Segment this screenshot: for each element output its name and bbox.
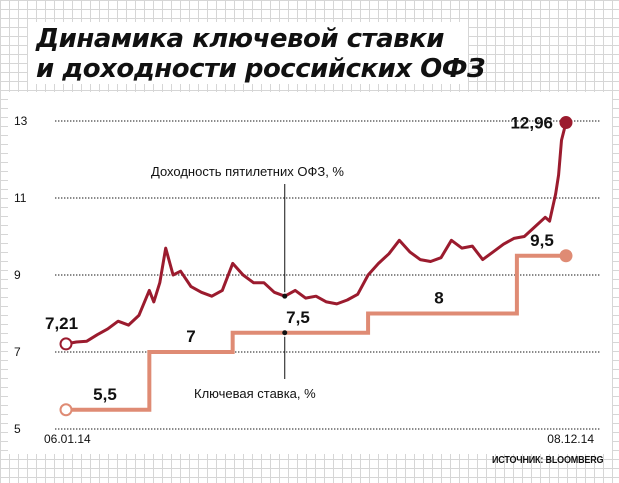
key-rate-start-marker — [59, 403, 73, 417]
series-label-key-rate: Ключевая ставка, % — [194, 386, 316, 401]
data-label: 7,5 — [286, 308, 310, 327]
yield-start-marker — [59, 337, 73, 351]
x-tick-label: 06.01.14 — [44, 432, 91, 446]
data-label: 9,5 — [530, 231, 554, 250]
x-tick-label: 08.12.14 — [547, 432, 594, 446]
data-label: 8 — [434, 289, 443, 308]
y-tick-label: 11 — [14, 191, 27, 205]
title-box — [28, 22, 468, 84]
y-tick-label: 9 — [14, 268, 21, 282]
leader-dot — [282, 330, 288, 336]
chart-title-line-2: и доходности российских ОФЗ — [36, 54, 486, 84]
chart-area: 5 7 9 11 13 7,21 12,96 5,5 7 7,5 8 9,5 Доходность пя… — [8, 92, 612, 454]
key-rate-end-marker — [559, 249, 573, 263]
source-note: ИСТОЧНИК: BLOOMBERG — [492, 455, 604, 466]
data-label: 5,5 — [93, 385, 117, 404]
yield-line — [64, 121, 568, 346]
chart-title-line-1: Динамика ключевой ставки — [36, 24, 444, 54]
data-label: 12,96 — [510, 114, 553, 133]
key-rate-line — [66, 253, 566, 412]
yield-end-marker — [559, 116, 573, 130]
series-label-yield: Доходность пятилетних ОФЗ, % — [151, 164, 344, 179]
y-tick-label: 13 — [14, 114, 28, 128]
leader-dot — [282, 293, 288, 299]
data-label: 7 — [186, 327, 195, 346]
y-tick-label: 7 — [14, 345, 21, 359]
data-label: 7,21 — [45, 314, 78, 333]
y-tick-label: 5 — [14, 422, 21, 436]
chart-svg: 5 7 9 11 13 7,21 12,96 5,5 7 7,5 8 9,5 Доходность пя… — [14, 114, 600, 446]
